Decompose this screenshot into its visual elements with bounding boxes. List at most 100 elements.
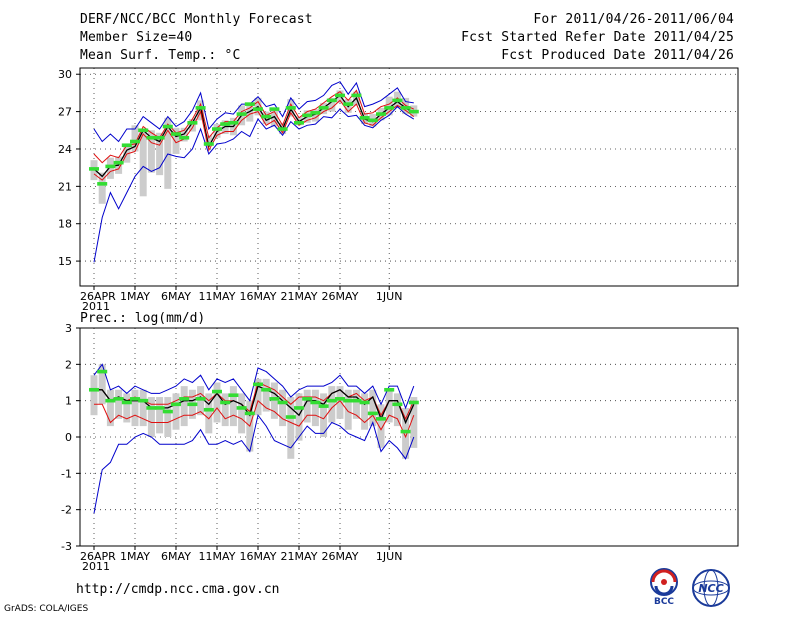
prec-observed-marker [285,415,296,419]
prec-spread-bar [385,389,393,423]
temp-observed-marker [269,107,280,111]
temp-spread-bar [402,97,410,115]
temp-spread-bar [205,135,213,144]
prec-x-tick-label: 26MAY [322,550,359,563]
temp-spread-bar [139,129,147,197]
temp-observed-marker [130,139,140,144]
prec-observed-marker [367,411,378,416]
prec-observed-marker [187,402,198,407]
prec-observed-marker [162,409,173,414]
prec-observed-marker [244,411,255,416]
temp-observed-marker [310,111,321,115]
temp-y-tick-label: 24 [58,143,72,156]
temp-observed-marker [384,106,395,110]
temp-series-min [93,105,415,263]
temp-x-tick-label: 16MAY [240,290,277,303]
temp-observed-marker [351,93,362,98]
prec-spread-bar [115,389,123,419]
temp-spread-bar [385,96,393,116]
temp-x-tick-label: 1MAY [120,290,150,303]
temp-observed-marker [302,113,313,118]
prec-spread-bar [238,393,246,434]
prec-observed-marker [154,406,165,410]
prec-spread-bar [287,397,295,459]
temp-spread-bar [164,117,172,189]
temp-observed-marker [97,182,108,186]
prec-spread-bar [90,375,98,416]
prec-observed-marker [105,398,116,403]
prec-spread-bar [131,389,139,427]
prec-observed-marker [146,406,157,410]
prec-spread-bar [270,382,278,419]
prec-observed-marker [89,387,99,392]
temp-panel: 15 18 21 24 27 30 26APR 1MAY 6MAY 11MAY 16MAY 21MAY… [58,67,739,313]
source-url[interactable]: http://cmdp.ncc.cma.gov.cn [76,582,280,597]
prec-panel: -3 -2 -1 0 1 2 3 26APR 1MAY 6MAY 11MAY 16MAY 21MAY 26… [61,311,739,573]
prec-observed-marker [130,397,140,401]
temp-y-tick-label: 15 [58,255,72,268]
temp-spread-bar [270,109,278,127]
prec-spread-bar [156,397,164,434]
temp-y-tick-label: 30 [58,68,72,81]
prec-y-tick-label: 3 [65,322,72,335]
prec-spread-bar [303,389,311,423]
temp-x-tick-label: 26MAY [322,290,359,303]
prec-spread-bar [123,393,131,423]
prec-y-tick-label: 0 [65,431,72,444]
temp-frame [79,67,739,287]
prec-spread-bar [164,397,172,437]
temp-spread-bar [106,157,114,179]
prec-series-min [93,414,415,514]
prec-spread-bar [213,382,221,423]
temp-spread-bar [131,125,139,152]
temp-observed-marker [89,167,99,171]
prec-spread-bar [172,393,180,430]
prec-x-tick-label: 26APR [80,550,116,563]
forecast-period: For 2011/04/26-2011/06/04 [533,12,734,27]
prec-spread-bar [361,393,369,430]
prec-observed-marker [343,398,354,403]
temp-observed-marker [318,106,329,110]
prec-observed-marker [253,382,263,387]
prec-y-tick-label: -2 [61,504,72,517]
temp-observed-marker [212,127,222,131]
prec-panel-label: Prec.: log(mm/d) [80,311,205,326]
temp-spread-bar [328,97,336,112]
prec-observed-marker [113,397,124,401]
prec-spread-bar [377,404,385,448]
bcc-logo-text: BCC [654,597,674,606]
temp-observed-marker [359,116,370,120]
prec-observed-marker [261,387,272,392]
prec-spread-bar [254,378,262,416]
prec-spread-bar [262,378,270,412]
temp-observed-marker [343,102,354,106]
prec-observed-marker [351,398,362,403]
bcc-logo: BCC [650,568,678,606]
member-size: Member Size=40 [80,30,193,45]
temp-observed-marker [121,143,132,148]
temp-spread-bar [246,104,254,122]
prec-observed-marker [408,400,419,405]
temp-observed-marker [367,118,378,123]
prec-spread-bar [221,393,229,427]
prec-spread-bar [410,397,418,448]
prec-observed-marker [269,397,280,401]
temp-observed-marker [113,160,124,165]
refer-date: Fcst Started Refer Date 2011/04/25 [461,30,734,45]
temp-spread-bar [311,109,319,122]
grads-credit: GrADS: COLA/IGES [4,604,89,614]
prec-observed-marker [277,400,288,405]
temp-spread-bar [156,132,164,176]
prec-spread-bar [106,389,114,427]
prec-spread-bar [279,389,287,427]
temp-observed-marker [285,106,296,110]
prec-spread-bar [393,393,401,427]
prec-observed-marker [228,393,239,398]
prec-spread-bar [147,397,155,437]
prec-observed-marker [203,407,214,412]
temp-x-tick-label: 26APR [80,290,116,303]
prec-observed-marker [384,387,395,392]
temp-observed-marker [376,112,386,116]
prec-observed-marker [318,404,329,408]
temp-observed-marker [154,135,165,140]
